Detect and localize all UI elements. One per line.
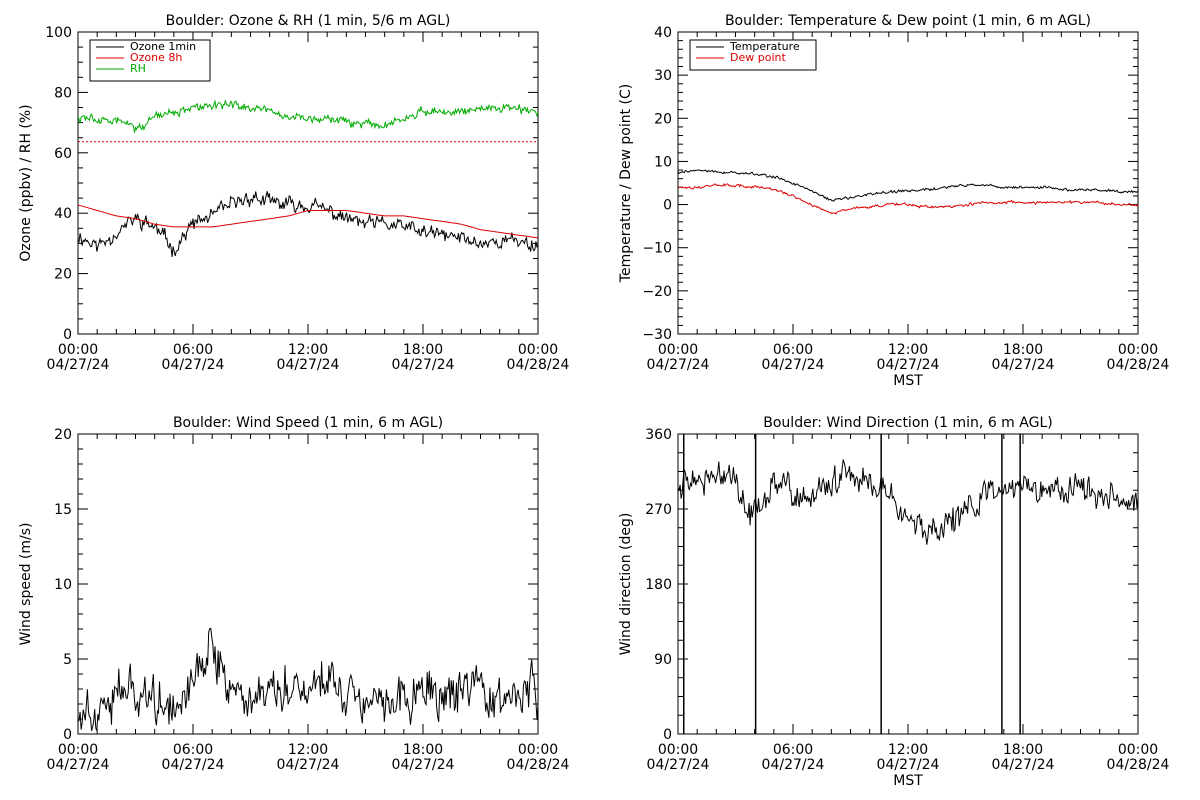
x-tick-label-time: 18:00 (403, 742, 443, 758)
legend-label: Ozone 8h (130, 51, 182, 64)
x-tick-label-time: 18:00 (1003, 742, 1043, 758)
chart-panel-3: Boulder: Wind Direction (1 min, 6 m AGL)… (618, 415, 1170, 789)
chart-title: Boulder: Wind Speed (1 min, 6 m AGL) (173, 415, 443, 431)
chart-title: Boulder: Wind Direction (1 min, 6 m AGL) (763, 415, 1052, 431)
chart-panel-1: Boulder: Temperature & Dew point (1 min,… (618, 13, 1170, 389)
series-line-0 (678, 459, 1138, 545)
chart-panel-0: Boulder: Ozone & RH (1 min, 5/6 m AGL) 0 2… (18, 13, 570, 373)
x-tick-label-time: 00:00 (658, 742, 698, 758)
x-tick-label-date: 04/27/24 (277, 357, 340, 373)
x-tick-label-time: 12:00 (888, 742, 928, 758)
y-tick-label: 90 (654, 652, 672, 668)
x-axis-label: MST (893, 773, 923, 789)
x-tick-label-date: 04/27/24 (47, 757, 110, 773)
x-tick-label-date: 04/28/24 (1107, 357, 1170, 373)
y-tick-label: 0 (63, 727, 72, 743)
x-tick-label-time: 00:00 (518, 342, 558, 358)
x-tick-label-time: 00:00 (1118, 342, 1158, 358)
y-tick-label: −10 (642, 241, 672, 257)
chart-title: Boulder: Ozone & RH (1 min, 5/6 m AGL) (166, 13, 451, 29)
x-tick-label-date: 04/27/24 (877, 357, 940, 373)
y-tick-label: −30 (642, 327, 672, 343)
legend-label: Ozone 1min (130, 40, 196, 53)
y-tick-label: 270 (645, 502, 672, 518)
x-tick-label-date: 04/27/24 (992, 357, 1055, 373)
x-tick-label-time: 00:00 (658, 342, 698, 358)
y-tick-label: 40 (654, 25, 672, 41)
x-tick-label-date: 04/28/24 (507, 357, 570, 373)
legend-label: RH (130, 62, 146, 75)
y-tick-label: 20 (54, 267, 72, 283)
x-tick-label-time: 06:00 (173, 342, 213, 358)
y-tick-label: 0 (663, 198, 672, 214)
series-line-0 (78, 627, 538, 731)
chart-panel-2: Boulder: Wind Speed (1 min, 6 m AGL) 0 5 10… (18, 415, 570, 773)
y-tick-label: 0 (663, 727, 672, 743)
x-tick-label-date: 04/27/24 (392, 757, 455, 773)
y-tick-label: 360 (645, 427, 672, 443)
y-tick-label: 30 (654, 68, 672, 84)
x-tick-label-date: 04/27/24 (392, 357, 455, 373)
y-tick-label: 80 (54, 85, 72, 101)
x-tick-label-time: 06:00 (773, 342, 813, 358)
series-line-temperature (678, 169, 1138, 202)
x-tick-label-date: 04/28/24 (1107, 757, 1170, 773)
x-tick-label-time: 00:00 (58, 342, 98, 358)
y-tick-label: 180 (645, 577, 672, 593)
y-tick-label: 10 (654, 154, 672, 170)
x-tick-label-time: 00:00 (1118, 742, 1158, 758)
x-tick-label-time: 12:00 (288, 742, 328, 758)
x-tick-label-time: 06:00 (773, 742, 813, 758)
x-tick-label-date: 04/27/24 (277, 757, 340, 773)
legend-label: Dew point (730, 51, 786, 64)
x-tick-label-date: 04/27/24 (762, 357, 825, 373)
y-tick-label: 60 (54, 146, 72, 162)
y-axis-label: Ozone (ppbv) / RH (%) (18, 104, 34, 261)
series-line-dew-point (678, 183, 1138, 215)
y-axis-label: Temperature / Dew point (C) (618, 84, 634, 283)
y-tick-label: 40 (54, 206, 72, 222)
y-axis-label: Wind direction (deg) (618, 513, 634, 656)
x-tick-label-date: 04/27/24 (162, 757, 225, 773)
series-line-ozone-8h (78, 204, 538, 239)
legend-label: Temperature (729, 40, 800, 53)
x-tick-label-time: 00:00 (58, 742, 98, 758)
y-tick-label: 20 (54, 427, 72, 443)
x-tick-label-date: 04/27/24 (877, 757, 940, 773)
y-tick-label: 100 (45, 25, 72, 41)
x-tick-label-date: 04/27/24 (647, 757, 710, 773)
x-tick-label-date: 04/27/24 (992, 757, 1055, 773)
y-axis-label: Wind speed (m/s) (18, 523, 34, 646)
x-tick-label-date: 04/28/24 (507, 757, 570, 773)
y-tick-label: 10 (54, 577, 72, 593)
series-line-rh (78, 99, 538, 133)
x-tick-label-date: 04/27/24 (647, 357, 710, 373)
x-axis-label: MST (893, 373, 923, 389)
x-tick-label-time: 18:00 (1003, 342, 1043, 358)
y-tick-label: 20 (654, 111, 672, 127)
y-tick-label: −20 (642, 284, 672, 300)
legend-box (689, 39, 817, 71)
x-tick-label-date: 04/27/24 (762, 757, 825, 773)
x-tick-label-time: 18:00 (403, 342, 443, 358)
chart-title: Boulder: Temperature & Dew point (1 min,… (725, 13, 1091, 29)
x-tick-label-date: 04/27/24 (47, 357, 110, 373)
x-tick-label-time: 00:00 (518, 742, 558, 758)
x-tick-label-time: 12:00 (288, 342, 328, 358)
y-tick-label: 15 (54, 502, 72, 518)
x-tick-label-date: 04/27/24 (162, 357, 225, 373)
x-tick-label-time: 06:00 (173, 742, 213, 758)
y-tick-label: 5 (63, 652, 72, 668)
x-tick-label-time: 12:00 (888, 342, 928, 358)
y-tick-label: 0 (63, 327, 72, 343)
